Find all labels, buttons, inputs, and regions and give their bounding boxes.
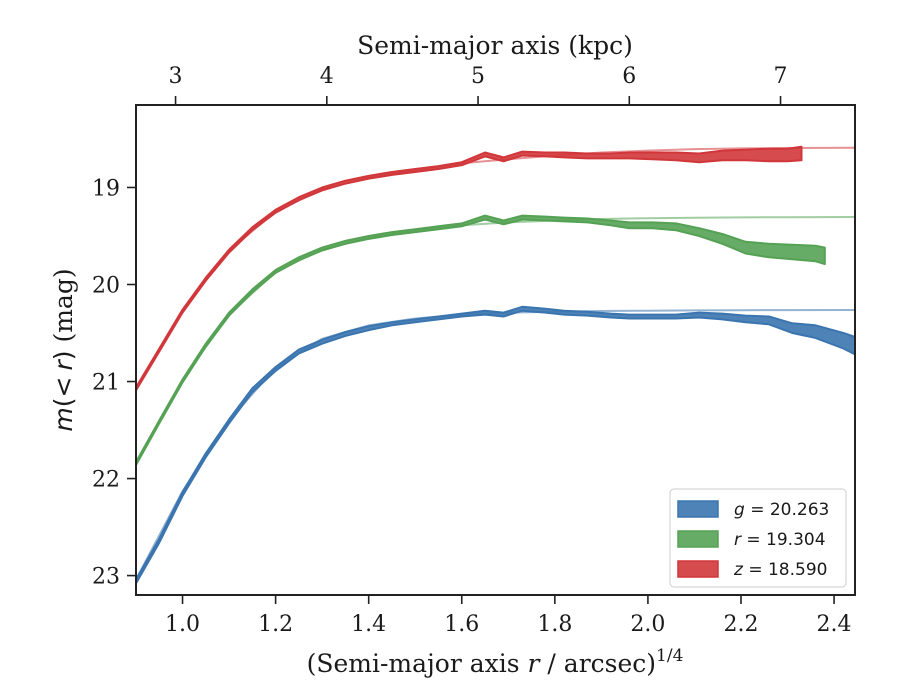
series-layer: [136, 145, 855, 585]
y-tick-label: 20: [92, 274, 120, 299]
legend-label-z: z = 18.590: [733, 560, 827, 580]
band-g: [136, 305, 855, 585]
legend-swatch-g: [677, 500, 719, 518]
y-axis-title-unit: (mag): [49, 268, 78, 350]
x-tick-label: 1.4: [351, 612, 386, 637]
y-axis-ticks: 19 20 21 22 23: [92, 176, 136, 590]
x-axis-title-sup: 1/4: [656, 646, 683, 666]
band-r: [136, 214, 826, 466]
y-tick-label: 23: [92, 565, 120, 590]
x-axis-ticks: 1.0 1.2 1.4 1.6 1.8 2.0 2.2 2.4: [165, 595, 852, 637]
legend-swatch-r: [677, 530, 719, 548]
y-axis-title-close: ): [49, 350, 78, 360]
x-tick-label: 2.4: [817, 612, 852, 637]
y-axis-title-r: r: [49, 359, 78, 371]
legend-swatch-z: [677, 560, 719, 578]
plot-frame: [135, 104, 856, 596]
top-axis-title: Semi-major axis (kpc): [357, 31, 633, 60]
x-axis-title: (Semi-major axis r / arcsec)1/4: [307, 646, 684, 678]
y-axis-title: m(< r) (mag): [49, 268, 78, 431]
y-axis-title-open: (: [49, 397, 78, 407]
x-tick-label: 2.2: [723, 612, 758, 637]
legend-label-r: r = 19.304: [734, 530, 826, 550]
x-tick-label: 2.0: [630, 612, 665, 637]
legend: g = 20.263 r = 19.304 z = 18.590: [669, 488, 847, 588]
top-tick-label: 4: [320, 64, 334, 89]
fit-line-z: [136, 146, 855, 389]
x-tick-label: 1.6: [444, 612, 479, 637]
x-axis-title-var: r: [528, 649, 542, 678]
y-tick-label: 19: [92, 176, 120, 201]
x-axis-title-pre: (Semi-major axis: [307, 649, 528, 678]
legend-label-g: g = 20.263: [734, 500, 829, 520]
y-axis-title-lt: <: [49, 377, 78, 398]
top-tick-label: 3: [169, 64, 183, 89]
top-tick-label: 7: [774, 64, 788, 89]
y-tick-label: 22: [92, 468, 120, 493]
top-tick-label: 5: [471, 64, 485, 89]
band-z: [136, 145, 803, 392]
x-axis-title-post: / arcsec): [539, 649, 656, 678]
x-tick-label: 1.0: [165, 612, 200, 637]
top-axis-ticks: 3 4 5 6 7: [169, 64, 788, 105]
y-axis-title-var: m: [49, 407, 78, 431]
top-tick-label: 6: [622, 64, 636, 89]
x-tick-label: 1.8: [537, 612, 572, 637]
x-tick-label: 1.2: [258, 612, 293, 637]
y-tick-label: 21: [92, 371, 120, 396]
